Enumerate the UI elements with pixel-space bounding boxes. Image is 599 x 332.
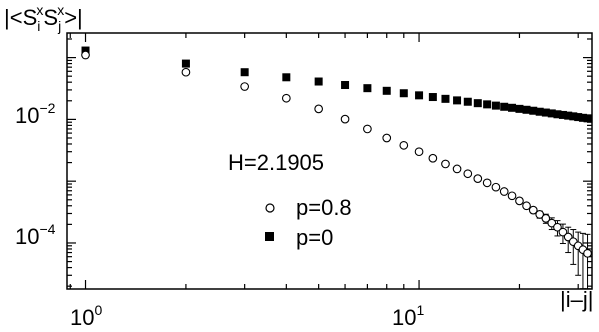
y-tick-label-1e-4: 10−4	[15, 221, 56, 249]
data-point-p0	[569, 112, 578, 121]
data-point-p0	[547, 109, 556, 118]
axis-ticks	[67, 33, 592, 289]
data-point-p08	[553, 222, 562, 232]
legend-title: H=2.1905	[228, 150, 324, 175]
data-point-p08	[473, 174, 483, 183]
data-point-p0	[529, 106, 538, 115]
data-point-p08	[541, 214, 551, 223]
data-point-p08	[281, 93, 291, 103]
legend-marker-p0	[265, 232, 274, 241]
data-point-p08	[482, 178, 492, 188]
data-point-p08	[499, 187, 509, 196]
data-point-p0	[553, 110, 562, 119]
x-axis-label: |i–j|	[560, 287, 593, 312]
data-point-p0	[564, 111, 573, 120]
data-point-p0	[240, 68, 249, 77]
data-point-p0	[314, 77, 323, 86]
data-point-p0	[428, 93, 437, 102]
data-point-p0	[508, 103, 517, 112]
data-point-p08	[314, 104, 324, 114]
legend-label-p08: p=0.8	[296, 195, 352, 220]
data-point-p08	[81, 50, 90, 60]
data-point-p08	[547, 218, 557, 228]
legend-marker-p08	[265, 203, 275, 213]
data-point-p08	[463, 169, 473, 179]
y-axis-label: |<SixSjx>|	[4, 2, 83, 34]
plot-frame	[66, 32, 593, 290]
data-point-p0	[81, 46, 90, 55]
data-point-p0	[500, 102, 509, 111]
data-point-p08	[181, 67, 191, 77]
data-point-p08	[414, 147, 424, 157]
data-point-p08	[240, 82, 250, 91]
data-point-p08	[340, 114, 350, 124]
y-axis-label-sup1: x	[36, 2, 43, 18]
legend: H=2.1905 p=0.8 p=0	[228, 150, 352, 250]
data-point-p08	[491, 182, 501, 192]
data-point-p08	[515, 196, 524, 206]
data-point-p0	[515, 104, 524, 113]
data-point-p08	[428, 153, 438, 163]
data-point-p0	[473, 99, 482, 108]
data-point-p08	[507, 191, 517, 201]
data-point-p08	[399, 141, 409, 150]
y-axis-label-sub2: j	[57, 18, 61, 34]
y-tick-label-1e-2: 10−2	[15, 100, 56, 128]
data-point-p08	[528, 205, 538, 215]
data-point-p0	[578, 113, 587, 122]
data-point-p0	[541, 108, 550, 117]
data-point-p0	[483, 100, 492, 109]
data-point-p08	[522, 201, 531, 211]
y-axis-label-mid: S	[43, 5, 58, 30]
data-point-p0	[574, 113, 583, 122]
data-point-p08	[583, 248, 592, 258]
data-point-p0	[341, 81, 350, 90]
data-point-p0	[441, 94, 450, 103]
x-tick-label-1e0: 100	[70, 302, 102, 330]
data-point-p0	[535, 107, 544, 116]
legend-label-p0: p=0	[296, 225, 333, 250]
series-p0	[81, 46, 592, 123]
data-point-p0	[463, 97, 472, 106]
data-point-p0	[415, 91, 424, 100]
data-point-p0	[399, 89, 408, 98]
y-axis-label-end: >|	[64, 5, 83, 30]
series-p08	[81, 50, 592, 290]
data-point-p08	[558, 227, 568, 237]
y-axis-label-sub1: i	[37, 18, 40, 34]
data-point-p08	[441, 159, 450, 169]
x-tick-label-1e1: 101	[392, 302, 424, 330]
data-point-p0	[583, 114, 592, 123]
data-point-p0	[522, 105, 531, 114]
data-point-p0	[382, 86, 391, 95]
y-axis-label-sup2: x	[57, 2, 64, 18]
data-point-p0	[491, 101, 500, 110]
data-point-p0	[363, 84, 372, 93]
data-point-p08	[382, 133, 392, 143]
data-point-p08	[452, 164, 462, 174]
data-point-p0	[282, 73, 291, 82]
data-point-p0	[181, 59, 190, 68]
data-point-p0	[558, 110, 567, 119]
data-point-p08	[363, 124, 372, 134]
data-point-p0	[453, 96, 462, 105]
